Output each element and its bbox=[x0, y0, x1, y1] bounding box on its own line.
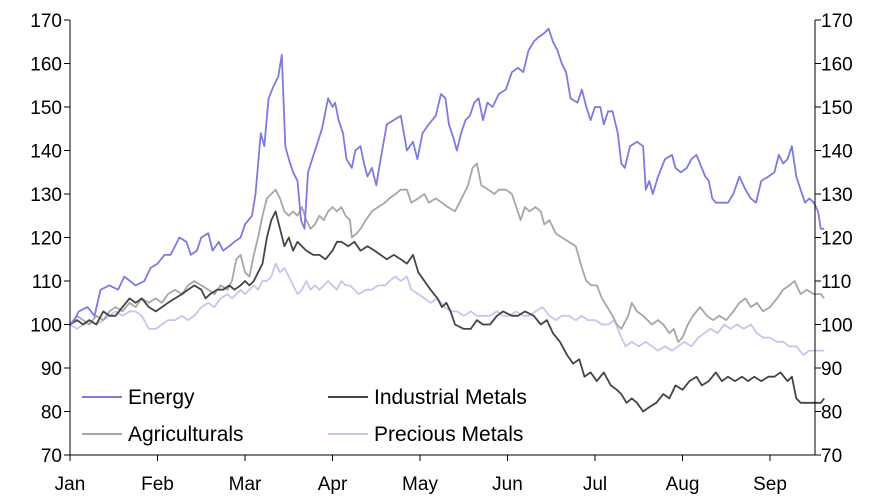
y-tick-label-left-160: 160 bbox=[30, 55, 62, 76]
y-tick-label-right-90: 90 bbox=[821, 359, 842, 380]
x-tick-label-feb: Feb bbox=[141, 474, 174, 495]
y-tick-label-left-130: 130 bbox=[30, 185, 62, 206]
series-layer bbox=[69, 27, 825, 413]
y-tick-label-right-170: 170 bbox=[821, 11, 853, 32]
y-tick-label-left-150: 150 bbox=[30, 98, 62, 119]
legend: Energy Industrial Metals Agriculturals P… bbox=[82, 386, 527, 446]
series-line-precious-metals bbox=[69, 262, 825, 356]
legend-entry-industrial-metals: Industrial Metals bbox=[328, 386, 527, 409]
y-tick-label-right-130: 130 bbox=[821, 185, 853, 206]
legend-entry-energy: Energy bbox=[82, 386, 195, 409]
series-line-industrial-metals bbox=[69, 210, 825, 413]
x-tick-label-apr: Apr bbox=[318, 474, 348, 495]
x-tick-label-aug: Aug bbox=[666, 474, 700, 495]
y-tick-label-left-100: 100 bbox=[30, 316, 62, 337]
legend-label-agriculturals: Agriculturals bbox=[128, 423, 244, 446]
legend-entry-agriculturals: Agriculturals bbox=[82, 423, 244, 446]
x-tick-label-may: May bbox=[402, 474, 438, 495]
x-tick-label-mar: Mar bbox=[229, 474, 262, 495]
y-tick-label-left-80: 80 bbox=[41, 403, 62, 424]
y-tick-label-right-120: 120 bbox=[821, 229, 853, 250]
legend-label-energy: Energy bbox=[128, 386, 195, 409]
y-tick-label-right-140: 140 bbox=[821, 142, 853, 163]
series-line-energy bbox=[69, 27, 825, 326]
y-tick-label-right-110: 110 bbox=[821, 272, 851, 293]
y-tick-label-right-80: 80 bbox=[821, 403, 842, 424]
y-tick-label-right-150: 150 bbox=[821, 98, 853, 119]
y-tick-label-left-70: 70 bbox=[41, 446, 62, 467]
y-tick-label-left-120: 120 bbox=[30, 229, 62, 250]
y-tick-label-left-90: 90 bbox=[41, 359, 62, 380]
y-tick-label-left-170: 170 bbox=[30, 11, 62, 32]
legend-entry-precious-metals: Precious Metals bbox=[328, 423, 523, 446]
legend-label-precious-metals: Precious Metals bbox=[374, 423, 523, 446]
y-tick-label-left-110: 110 bbox=[32, 272, 62, 293]
y-tick-label-right-100: 100 bbox=[821, 316, 853, 337]
y-tick-label-right-160: 160 bbox=[821, 55, 853, 76]
x-tick-label-jan: Jan bbox=[55, 474, 86, 495]
x-tick-label-jun: Jun bbox=[492, 474, 523, 495]
y-tick-label-right-70: 70 bbox=[821, 446, 842, 467]
series-line-agriculturals bbox=[69, 162, 825, 343]
tick-layer: 70 70 80 80 90 90 100 100 110 110 120 120 130 130 140 1… bbox=[30, 11, 852, 495]
y-tick-label-left-140: 140 bbox=[30, 142, 62, 163]
legend-label-industrial-metals: Industrial Metals bbox=[374, 386, 527, 409]
x-tick-label-sep: Sep bbox=[753, 474, 787, 495]
x-tick-label-jul: Jul bbox=[583, 474, 607, 495]
